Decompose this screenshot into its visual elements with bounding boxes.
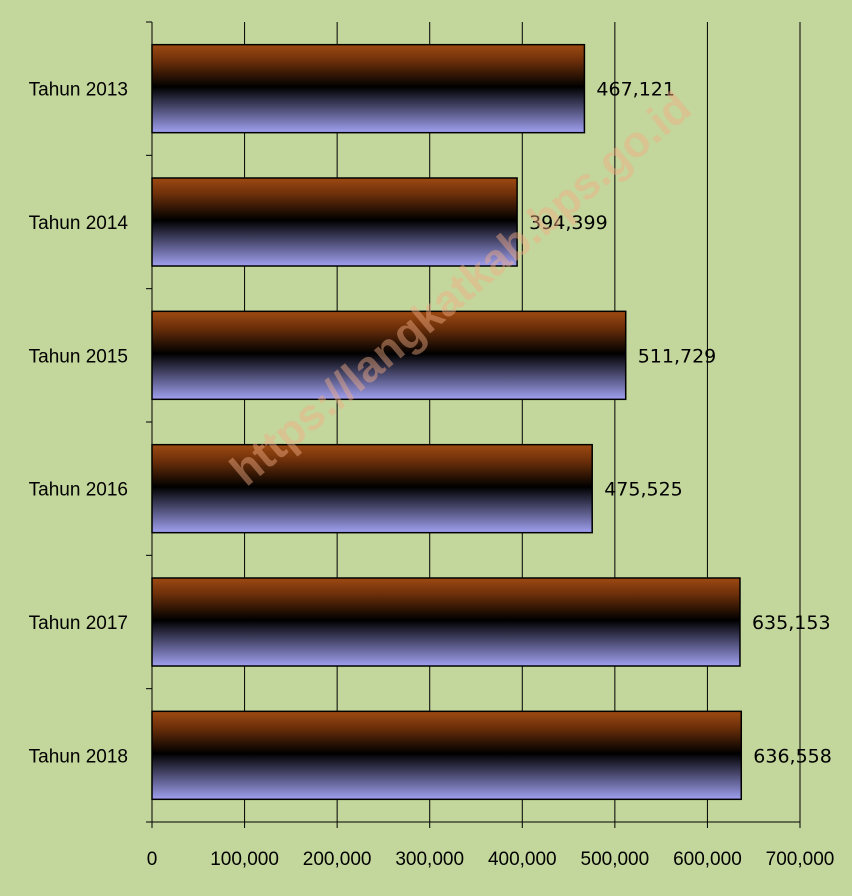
data-label: 635,153: [752, 612, 831, 634]
x-tick-label: 500,000: [581, 849, 650, 870]
data-label: 511,729: [638, 345, 717, 367]
labels: 0 100,000 200,000 300,000 400,000 500,000 600,…: [29, 79, 835, 870]
category-label: Tahun 2017: [29, 613, 128, 634]
category-label: Tahun 2018: [29, 746, 128, 767]
x-tick-label: 200,000: [303, 849, 372, 870]
x-tick-label: 100,000: [210, 849, 279, 870]
gridlines: [244, 22, 801, 822]
data-label: 394,399: [529, 212, 608, 234]
data-label: 636,558: [753, 745, 832, 767]
x-tick-label: 400,000: [488, 849, 557, 870]
bars: [151, 43, 743, 801]
data-label: 475,525: [604, 479, 683, 501]
bar-tahun-2018: [151, 710, 743, 801]
category-label: Tahun 2015: [29, 346, 128, 367]
x-tick-label: 700,000: [766, 849, 835, 870]
category-label: Tahun 2013: [29, 80, 128, 101]
data-label: 467,121: [596, 79, 675, 101]
bar-tahun-2015: [151, 310, 627, 401]
bar-tahun-2017: [151, 577, 741, 667]
axes: [146, 21, 801, 828]
bar-tahun-2016: [151, 443, 593, 534]
category-label: Tahun 2014: [29, 213, 129, 234]
x-tick-label: 600,000: [673, 849, 742, 870]
bar-tahun-2014: [151, 177, 518, 267]
category-label: Tahun 2016: [29, 480, 128, 501]
watermark-text: https://langkatkab.bps.go.id: [221, 82, 700, 495]
bar-tahun-2013: [151, 43, 586, 134]
x-tick-label: 300,000: [395, 849, 464, 870]
x-tick-label: 0: [147, 849, 158, 870]
